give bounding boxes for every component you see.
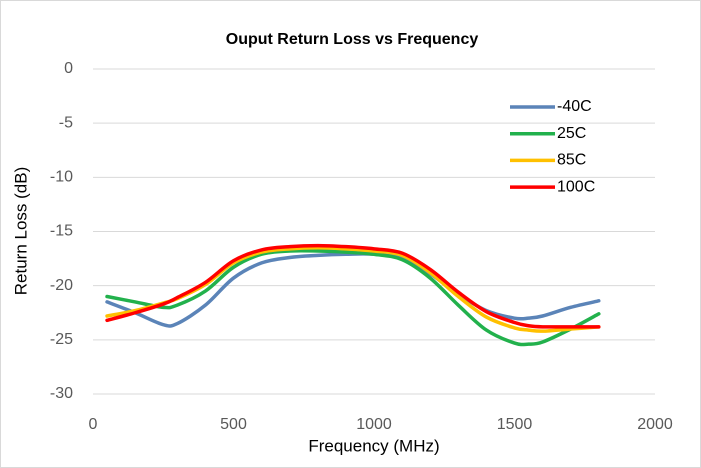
y-tick-label: -25 xyxy=(50,331,73,348)
y-axis-title: Return Loss (dB) xyxy=(11,167,30,296)
y-tick-label: 0 xyxy=(64,60,73,77)
y-tick-label: -15 xyxy=(50,223,73,240)
line-series xyxy=(105,248,601,347)
x-tick-label: 1500 xyxy=(497,416,533,433)
y-tick-label: -20 xyxy=(50,277,73,294)
y-tick-label: -5 xyxy=(59,114,73,131)
legend-label: 25C xyxy=(557,125,586,142)
x-tick-label: 2000 xyxy=(637,416,673,433)
chart-title: Ouput Return Loss vs Frequency xyxy=(226,31,479,48)
legend-label: 100C xyxy=(557,178,595,195)
y-tick-label: -10 xyxy=(50,169,73,186)
legend-label: -40C xyxy=(557,98,592,115)
y-tick-label: -30 xyxy=(50,385,73,402)
x-tick-label: 500 xyxy=(220,416,247,433)
x-tick-label: 0 xyxy=(89,416,98,433)
legend-label: 85C xyxy=(557,152,586,169)
x-axis-title: Frequency (MHz) xyxy=(308,436,439,455)
line-series xyxy=(105,243,601,329)
x-tick-label: 1000 xyxy=(356,416,392,433)
